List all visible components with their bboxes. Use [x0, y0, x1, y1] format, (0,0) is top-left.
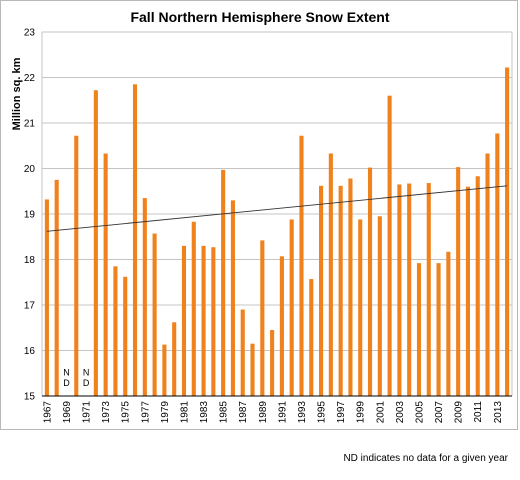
y-tick-label: 18 — [24, 255, 36, 266]
bar — [152, 233, 157, 396]
chart-frame — [0, 0, 518, 430]
x-tick-label: 2009 — [454, 401, 465, 424]
bar — [387, 95, 392, 396]
no-data-label: D — [63, 378, 70, 388]
bar — [201, 245, 206, 396]
y-tick-label: 15 — [24, 392, 36, 403]
x-tick-label: 1989 — [258, 401, 269, 424]
bar — [230, 200, 235, 396]
x-tick-label: 2003 — [395, 401, 406, 424]
bar — [397, 184, 402, 396]
bar — [191, 221, 196, 396]
bar — [367, 167, 373, 396]
bar — [54, 179, 59, 396]
y-tick-label: 21 — [24, 119, 36, 130]
x-tick-label: 2013 — [493, 401, 504, 424]
x-tick-label: 1999 — [356, 401, 367, 424]
x-tick-label: 2007 — [434, 401, 445, 424]
bar — [113, 266, 118, 396]
bar — [319, 185, 324, 396]
x-tick-label: 1981 — [179, 401, 190, 424]
bar — [123, 276, 128, 396]
x-tick-label: 1973 — [101, 401, 112, 424]
bar — [505, 67, 510, 397]
bar — [348, 178, 353, 396]
y-tick-label: 16 — [24, 346, 36, 357]
bar — [446, 251, 451, 396]
x-tick-label: 2005 — [414, 401, 425, 424]
x-tick-label: 1991 — [277, 401, 288, 424]
chart-title: Fall Northern Hemisphere Snow Extent — [130, 9, 390, 25]
bar — [456, 167, 461, 396]
bar — [103, 153, 108, 396]
bar — [407, 183, 412, 396]
no-data-label: N — [83, 368, 90, 378]
x-tick-label: 2011 — [473, 401, 484, 423]
no-data-label: N — [63, 368, 70, 378]
bar — [279, 256, 284, 396]
bar — [260, 240, 265, 396]
trend-line — [46, 185, 508, 232]
x-tick-label: 1969 — [62, 401, 73, 424]
bar — [93, 90, 98, 397]
x-tick-label: 1967 — [42, 401, 53, 424]
bar — [211, 247, 216, 396]
bar — [416, 263, 422, 396]
bar — [465, 186, 470, 396]
x-tick-label: 1995 — [317, 401, 328, 424]
y-tick-label: 20 — [24, 164, 36, 175]
no-data-label: D — [83, 378, 90, 388]
y-tick-label: 17 — [24, 301, 36, 312]
x-tick-label: 2001 — [375, 401, 386, 424]
y-tick-label: 22 — [24, 73, 36, 84]
no-data-footnote: ND indicates no data for a given year — [343, 453, 508, 464]
bar — [74, 135, 79, 397]
bar — [162, 344, 167, 396]
bar — [475, 176, 480, 396]
bar — [485, 153, 490, 396]
bar — [328, 153, 333, 396]
x-tick-label: 1983 — [199, 401, 210, 424]
y-tick-label: 23 — [24, 28, 36, 39]
bar — [221, 169, 226, 396]
bar — [250, 343, 255, 396]
x-tick-label: 1985 — [219, 401, 230, 424]
bar — [436, 263, 441, 396]
y-axis-title: Million sq. km — [11, 57, 23, 130]
x-tick-label: 1979 — [160, 401, 171, 424]
x-tick-label: 1993 — [297, 401, 308, 424]
bar — [377, 216, 382, 396]
y-tick-label: 19 — [24, 210, 36, 221]
bar — [299, 135, 304, 397]
bar — [240, 309, 245, 396]
bar — [132, 84, 138, 396]
bar — [172, 322, 177, 396]
bar — [309, 279, 314, 396]
x-tick-label: 1971 — [82, 401, 93, 424]
x-tick-label: 1977 — [140, 401, 151, 424]
x-tick-label: 1997 — [336, 401, 347, 424]
bar — [181, 245, 187, 396]
x-tick-label: 1975 — [121, 401, 132, 424]
bar — [44, 199, 49, 396]
bar — [289, 219, 294, 396]
bar — [338, 185, 343, 396]
bar — [426, 183, 431, 396]
bar — [142, 198, 147, 396]
bar — [495, 133, 500, 396]
x-tick-label: 1987 — [238, 401, 249, 424]
bar — [358, 219, 363, 396]
bar — [270, 330, 275, 396]
